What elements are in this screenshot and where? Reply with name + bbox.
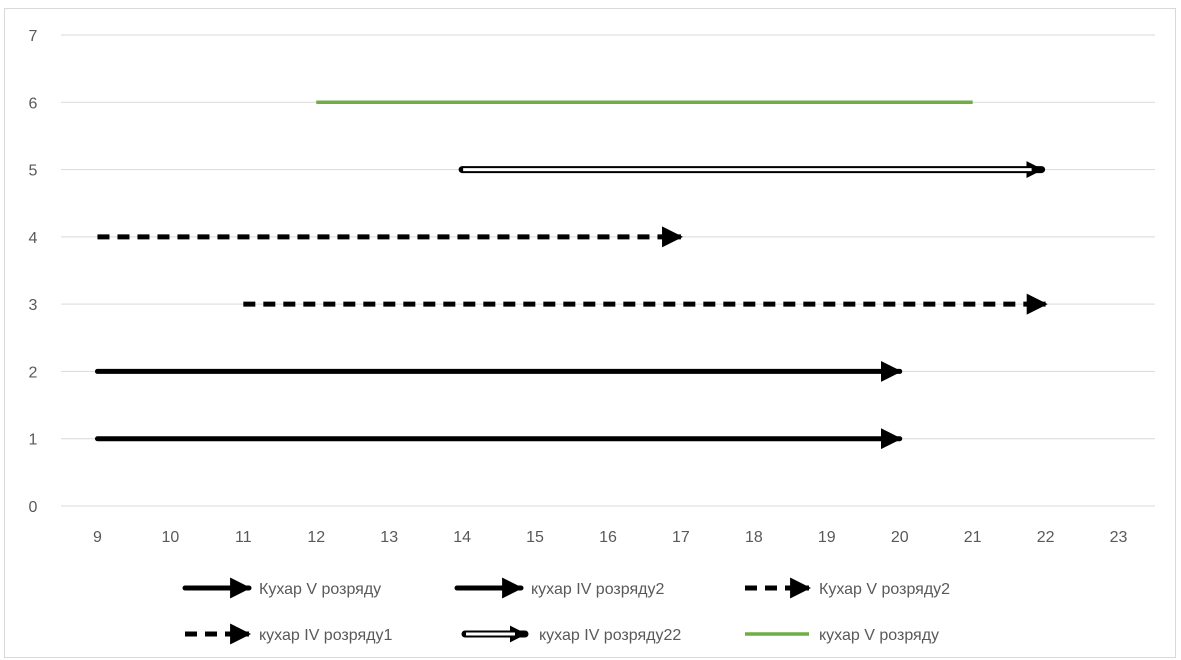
- x-tick-label: 19: [818, 529, 836, 546]
- x-tick-label: 13: [380, 529, 398, 546]
- x-tick-label: 15: [526, 529, 544, 546]
- series-lines: [94, 100, 1048, 450]
- x-tick-label: 22: [1037, 529, 1055, 546]
- x-tick-label: 18: [745, 529, 763, 546]
- y-tick-label: 1: [29, 432, 38, 449]
- legend-label: Кухар V розряду: [259, 581, 381, 598]
- legend-label: кухар V розряду: [819, 627, 939, 644]
- gridlines: [61, 34, 1155, 507]
- y-tick-label: 2: [29, 364, 38, 381]
- y-tick-label: 7: [29, 28, 38, 45]
- x-tick-label: 16: [599, 529, 617, 546]
- legend-item: кухар IV розряду22: [461, 625, 681, 644]
- x-tick-label: 14: [453, 529, 471, 546]
- y-tick-label: 3: [29, 297, 38, 314]
- x-tick-label: 17: [672, 529, 690, 546]
- y-tick-label: 4: [29, 230, 38, 247]
- legend-label: кухар IV розряду1: [259, 627, 392, 644]
- chart-frame: 0 1 2 3 4 5 6 7 9 10 11 12 13 14 15 16 17 18 19 20 21 22 23 Ку…: [4, 8, 1176, 658]
- legend-label: кухар IV розряду22: [539, 627, 681, 644]
- y-tick-label: 5: [29, 163, 38, 180]
- y-tick-label: 6: [29, 95, 38, 112]
- legend-item: Кухар V розряду: [182, 577, 381, 599]
- x-tick-label: 23: [1110, 529, 1128, 546]
- x-tick-label: 20: [891, 529, 909, 546]
- y-tick-label: 0: [29, 499, 38, 516]
- x-tick-label: 9: [93, 529, 102, 546]
- legend-item: кухар V розряду: [745, 627, 939, 644]
- legend-label: кухар IV розряду2: [531, 581, 664, 598]
- legend-item: Кухар V розряду2: [745, 577, 950, 599]
- x-tick-label: 11: [235, 529, 252, 546]
- legend-item: кухар IV розряду1: [185, 623, 392, 645]
- x-tick-label: 10: [162, 529, 180, 546]
- legend-label: Кухар V розряду2: [819, 581, 950, 598]
- x-tick-label: 12: [307, 529, 325, 546]
- legend: Кухар V розряду кухар IV розряду2 Кухар V …: [182, 577, 950, 645]
- legend-item: кухар IV розряду2: [454, 577, 664, 599]
- x-tick-label: 21: [964, 529, 982, 546]
